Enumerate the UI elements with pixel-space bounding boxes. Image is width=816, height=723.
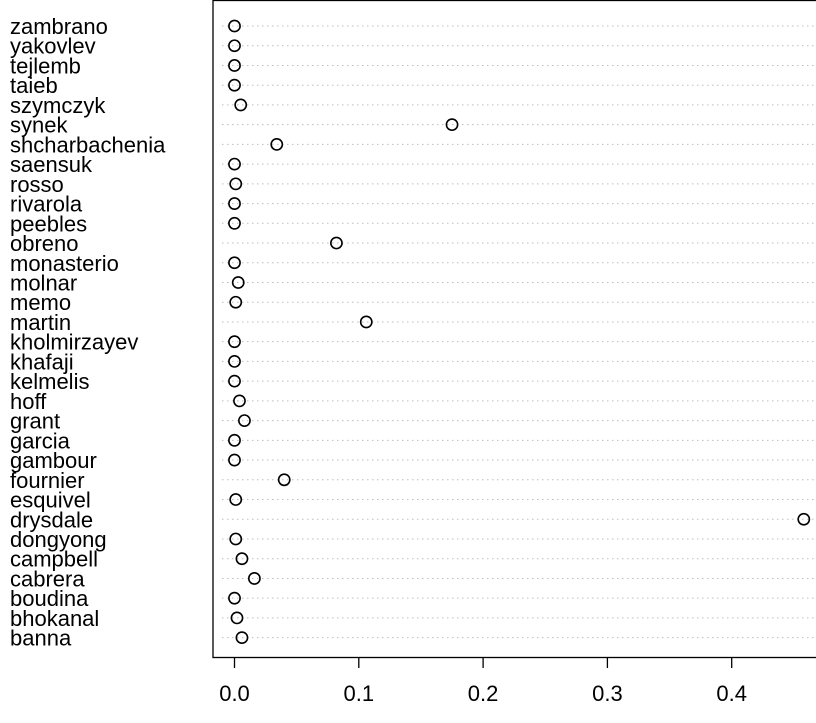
x-tick-label: 0.4 bbox=[716, 681, 747, 706]
data-point-dongyong bbox=[229, 532, 243, 546]
data-point-kelmelis bbox=[228, 374, 241, 388]
category-label: cabrera bbox=[10, 566, 85, 591]
data-point-gambour bbox=[228, 453, 241, 467]
data-point-cabrera bbox=[247, 572, 261, 585]
category-label: rivarola bbox=[10, 192, 83, 217]
category-label: campbell bbox=[10, 547, 98, 572]
data-point-kholmirzayev bbox=[228, 335, 241, 349]
category-label: memo bbox=[10, 290, 71, 315]
x-tick-label: 0.1 bbox=[344, 681, 375, 706]
category-label: martin bbox=[10, 310, 71, 335]
category-label: peebles bbox=[10, 211, 87, 236]
category-label: boudina bbox=[10, 586, 89, 611]
category-label: drysdale bbox=[10, 507, 93, 532]
data-point-shcharbachenia bbox=[270, 137, 284, 151]
category-label: grant bbox=[10, 409, 60, 434]
category-label: szymczyk bbox=[10, 93, 106, 118]
data-point-martin bbox=[359, 315, 373, 329]
category-label: yakovlev bbox=[10, 34, 96, 59]
category-label: garcia bbox=[10, 428, 71, 453]
data-point-obreno bbox=[330, 236, 343, 250]
data-point-hoff bbox=[233, 394, 246, 408]
category-label: hoff bbox=[10, 389, 47, 414]
category-labels: zambranoyakovlevtejlembtaiebszymczyksyne… bbox=[10, 14, 166, 651]
data-point-monasterio bbox=[228, 256, 241, 270]
data-point-synek bbox=[445, 118, 459, 132]
category-label: synek bbox=[10, 113, 68, 138]
data-point-tejlemb bbox=[228, 59, 241, 72]
category-label: zambrano bbox=[10, 14, 108, 39]
data-point-memo bbox=[229, 295, 243, 309]
data-point-rivarola bbox=[228, 197, 241, 210]
data-point-bhokanal bbox=[230, 611, 244, 625]
x-tick-label: 0.0 bbox=[219, 681, 250, 706]
data-point-saensuk bbox=[228, 157, 241, 171]
data-point-fournier bbox=[277, 473, 291, 487]
category-label: dongyong bbox=[10, 527, 107, 552]
data-point-peebles bbox=[228, 216, 241, 230]
x-tick-label: 0.2 bbox=[468, 681, 499, 706]
data-points bbox=[228, 19, 811, 645]
category-label: rosso bbox=[10, 172, 64, 197]
data-point-khafaji bbox=[228, 355, 241, 368]
category-label: molnar bbox=[10, 270, 77, 295]
category-label: saensuk bbox=[10, 152, 93, 177]
data-point-esquivel bbox=[229, 493, 243, 506]
data-point-boudina bbox=[228, 591, 241, 605]
data-point-taieb bbox=[228, 78, 241, 92]
data-point-drysdale bbox=[797, 512, 811, 526]
category-label: obreno bbox=[10, 231, 79, 256]
data-point-grant bbox=[238, 414, 251, 427]
category-label: fournier bbox=[10, 468, 85, 493]
data-point-yakovlev bbox=[228, 39, 241, 53]
data-point-szymczyk bbox=[234, 98, 248, 112]
category-label: esquivel bbox=[10, 488, 91, 513]
category-label: monasterio bbox=[10, 251, 119, 276]
data-point-rosso bbox=[229, 177, 243, 191]
data-point-zambrano bbox=[228, 19, 241, 33]
x-axis: 0.0 0.1 0.2 0.3 0.4 bbox=[219, 658, 747, 706]
data-point-garcia bbox=[228, 433, 241, 447]
guide-lines bbox=[222, 25, 816, 639]
category-label: kelmelis bbox=[10, 369, 89, 394]
plot-frame bbox=[212, 0, 816, 659]
data-point-molnar bbox=[231, 276, 245, 289]
category-label: khafaji bbox=[10, 349, 74, 374]
category-label: gambour bbox=[10, 448, 97, 473]
category-label: tejlemb bbox=[10, 53, 81, 78]
data-point-banna bbox=[235, 631, 249, 645]
category-label: banna bbox=[10, 626, 72, 651]
x-tick-label: 0.3 bbox=[592, 681, 623, 706]
category-label: kholmirzayev bbox=[10, 330, 138, 355]
category-label: taieb bbox=[10, 73, 58, 98]
category-label: bhokanal bbox=[10, 606, 99, 631]
category-label: shcharbachenia bbox=[10, 132, 166, 157]
data-point-campbell bbox=[235, 552, 249, 566]
